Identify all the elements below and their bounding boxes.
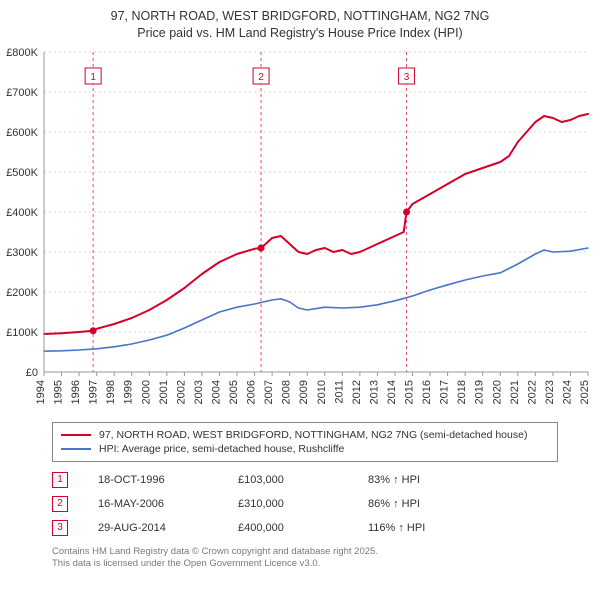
svg-text:1994: 1994 (35, 380, 47, 404)
svg-text:2018: 2018 (456, 380, 468, 404)
svg-text:1998: 1998 (105, 380, 117, 404)
svg-text:2010: 2010 (316, 380, 328, 404)
marker-index-box: 2 (52, 496, 68, 512)
svg-text:£100K: £100K (6, 327, 38, 339)
legend-label: 97, NORTH ROAD, WEST BRIDGFORD, NOTTINGH… (99, 429, 527, 441)
marker-price: £103,000 (238, 474, 338, 486)
svg-text:2016: 2016 (421, 380, 433, 404)
title-line-1: 97, NORTH ROAD, WEST BRIDGFORD, NOTTINGH… (10, 8, 590, 25)
svg-text:2015: 2015 (404, 380, 416, 404)
svg-text:£400K: £400K (6, 207, 38, 219)
marker-price: £310,000 (238, 498, 338, 510)
marker-hpi-text: 83% ↑ HPI (368, 474, 558, 486)
marker-hpi-text: 86% ↑ HPI (368, 498, 558, 510)
svg-text:2017: 2017 (439, 380, 451, 404)
svg-text:£600K: £600K (6, 127, 38, 139)
marker-hpi-text: 116% ↑ HPI (368, 522, 558, 534)
marker-row: 3 29-AUG-2014 £400,000 116% ↑ HPI (52, 516, 558, 540)
marker-date: 29-AUG-2014 (98, 522, 208, 534)
price-chart: £0 £100K £200K £300K £400K £500K £600K £700K £80… (0, 46, 600, 416)
svg-text:2021: 2021 (509, 380, 521, 404)
svg-text:2007: 2007 (263, 380, 275, 404)
svg-text:1: 1 (90, 72, 96, 83)
svg-text:2012: 2012 (351, 380, 363, 404)
svg-text:2024: 2024 (561, 380, 573, 404)
svg-text:2003: 2003 (193, 380, 205, 404)
svg-text:2014: 2014 (386, 380, 398, 404)
title-line-2: Price paid vs. HM Land Registry's House … (10, 25, 590, 42)
svg-text:2023: 2023 (544, 380, 556, 404)
svg-text:2000: 2000 (140, 380, 152, 404)
svg-text:2005: 2005 (228, 380, 240, 404)
chart-svg: £0 £100K £200K £300K £400K £500K £600K £700K £80… (0, 46, 600, 416)
marker-table: 1 18-OCT-1996 £103,000 83% ↑ HPI 2 16-MAY-200… (52, 468, 558, 540)
svg-text:£700K: £700K (6, 87, 38, 99)
footnote-line-2: This data is licensed under the Open Gov… (52, 558, 558, 570)
marker-index-box: 3 (52, 520, 68, 536)
svg-text:2002: 2002 (175, 380, 187, 404)
svg-text:1999: 1999 (123, 380, 135, 404)
svg-text:2025: 2025 (579, 380, 591, 404)
svg-text:2013: 2013 (368, 380, 380, 404)
svg-text:3: 3 (404, 72, 410, 83)
svg-text:£300K: £300K (6, 247, 38, 259)
legend-label: HPI: Average price, semi-detached house,… (99, 443, 344, 455)
svg-text:£0: £0 (26, 367, 38, 379)
svg-text:2006: 2006 (246, 380, 258, 404)
legend-swatch (61, 448, 91, 450)
svg-text:2008: 2008 (281, 380, 293, 404)
marker-date: 16-MAY-2006 (98, 498, 208, 510)
marker-date: 18-OCT-1996 (98, 474, 208, 486)
marker-row: 1 18-OCT-1996 £103,000 83% ↑ HPI (52, 468, 558, 492)
svg-text:1996: 1996 (70, 380, 82, 404)
marker-row: 2 16-MAY-2006 £310,000 86% ↑ HPI (52, 492, 558, 516)
svg-text:2019: 2019 (474, 380, 486, 404)
footnote-line-1: Contains HM Land Registry data © Crown c… (52, 546, 558, 558)
svg-text:2: 2 (258, 72, 264, 83)
legend-item: HPI: Average price, semi-detached house,… (61, 442, 549, 456)
footnote: Contains HM Land Registry data © Crown c… (52, 546, 558, 571)
svg-text:1997: 1997 (88, 380, 100, 404)
svg-text:£800K: £800K (6, 47, 38, 59)
svg-text:2022: 2022 (526, 380, 538, 404)
marker-index-box: 1 (52, 472, 68, 488)
svg-text:2004: 2004 (210, 380, 222, 404)
chart-title: 97, NORTH ROAD, WEST BRIDGFORD, NOTTINGH… (0, 0, 600, 46)
svg-text:1995: 1995 (53, 380, 65, 404)
svg-text:2011: 2011 (333, 380, 345, 404)
svg-text:£500K: £500K (6, 167, 38, 179)
svg-text:2009: 2009 (298, 380, 310, 404)
legend-item: 97, NORTH ROAD, WEST BRIDGFORD, NOTTINGH… (61, 428, 549, 442)
marker-price: £400,000 (238, 522, 338, 534)
legend-swatch (61, 434, 91, 436)
svg-text:£200K: £200K (6, 287, 38, 299)
svg-text:2001: 2001 (158, 380, 170, 404)
svg-text:2020: 2020 (491, 380, 503, 404)
legend: 97, NORTH ROAD, WEST BRIDGFORD, NOTTINGH… (52, 422, 558, 462)
